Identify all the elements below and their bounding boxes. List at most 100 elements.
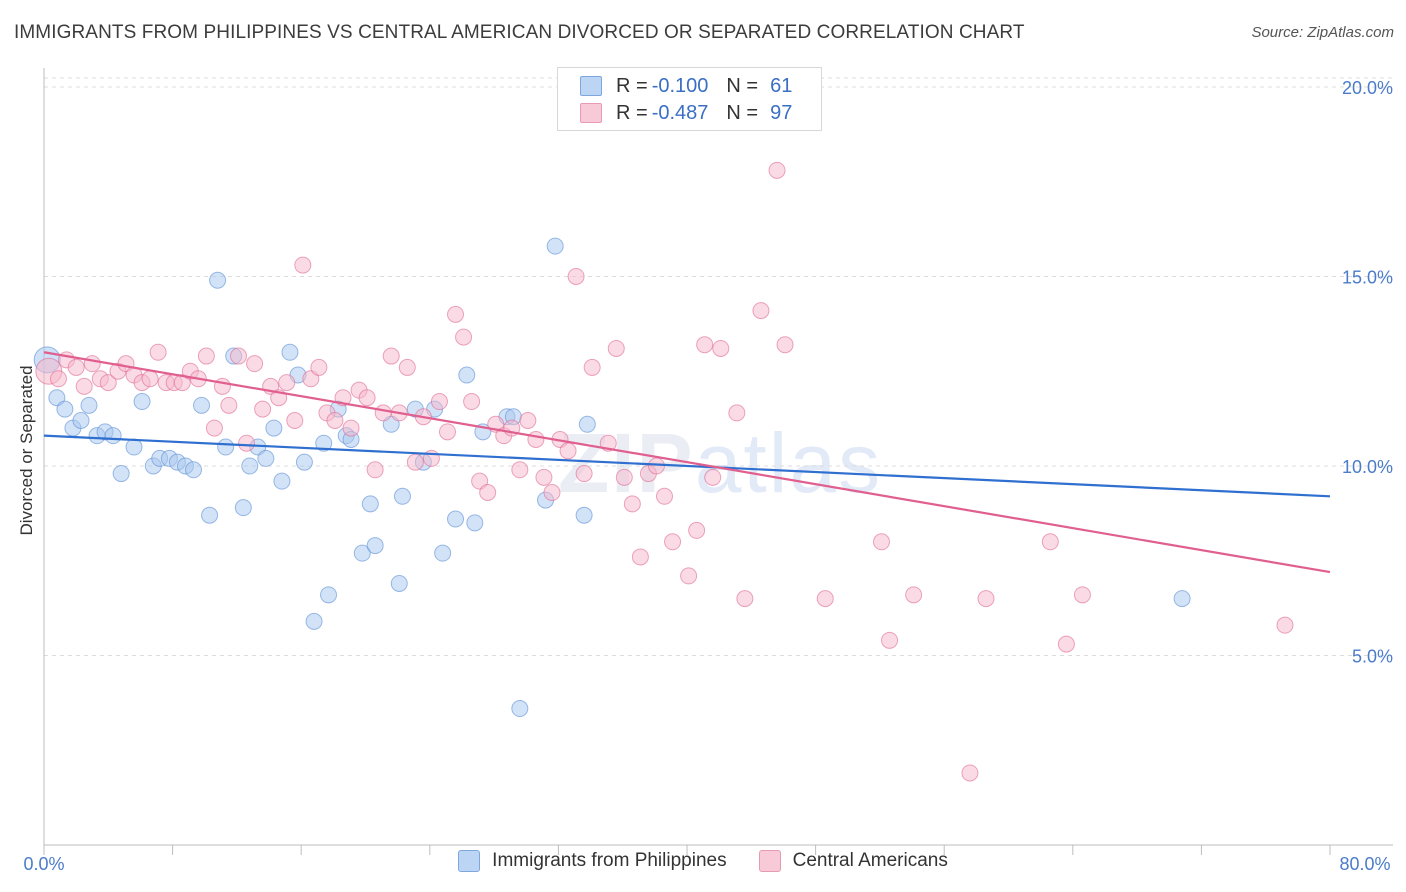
central-american-point xyxy=(358,389,376,407)
x-tick-label: 80.0% xyxy=(1339,854,1390,874)
central-american-point xyxy=(511,461,529,479)
philippines-point xyxy=(466,514,484,532)
central-american-point xyxy=(366,461,384,479)
series-legend-philippines: Immigrants from Philippines xyxy=(458,850,727,872)
legend-r-label: R = xyxy=(616,101,648,124)
central-american-point xyxy=(527,430,545,448)
central-american-point xyxy=(559,442,577,460)
philippines-point xyxy=(361,495,379,513)
central-american-point xyxy=(149,343,167,361)
central-american-point xyxy=(1057,635,1075,653)
philippines-point xyxy=(281,343,299,361)
central-american-point xyxy=(752,302,770,320)
central-american-point xyxy=(881,631,899,649)
central-american-point xyxy=(728,404,746,422)
y-axis-label: Divorced or Separated xyxy=(17,365,36,535)
philippines-point xyxy=(80,396,98,414)
legend-r-label: R = xyxy=(616,74,648,97)
central-american-point xyxy=(205,419,223,437)
chart-title: IMMIGRANTS FROM PHILIPPINES VS CENTRAL A… xyxy=(14,22,1025,43)
central-american-point xyxy=(816,590,834,608)
legend-n-value: 97 xyxy=(770,101,793,124)
philippines-point xyxy=(393,487,411,505)
central-american-point xyxy=(905,586,923,604)
central-american-point xyxy=(67,358,85,376)
legend-r-value: -0.487 xyxy=(651,101,709,124)
philippines-point xyxy=(125,438,143,456)
central-american-point xyxy=(688,521,706,539)
central-american-point xyxy=(1073,586,1091,604)
central-american-point xyxy=(736,590,754,608)
central-american-point xyxy=(455,328,473,346)
series-legend-central-americans: Central Americans xyxy=(758,850,948,872)
legend-row-central-americans: R = -0.487 N = 97 xyxy=(580,99,792,127)
central-american-point xyxy=(246,355,264,373)
philippines-point xyxy=(234,499,252,517)
central-american-point xyxy=(197,347,215,365)
philippines-point xyxy=(201,506,219,524)
philippines-point xyxy=(56,400,74,418)
central-american-point xyxy=(655,487,673,505)
philippines-point xyxy=(273,472,291,490)
philippines-point xyxy=(315,434,333,452)
philippines-point xyxy=(133,393,151,411)
philippines-point xyxy=(366,537,384,555)
central-american-point xyxy=(254,400,272,418)
central-american-point xyxy=(680,567,698,585)
stats-legend: R = -0.100 N = 61 R = -0.487 N = 97 xyxy=(557,67,822,131)
central-american-point xyxy=(49,370,67,388)
central-american-point xyxy=(704,468,722,486)
central-american-point xyxy=(543,484,561,502)
legend-row-philippines: R = -0.100 N = 61 xyxy=(580,72,792,100)
philippines-point xyxy=(458,366,476,384)
central-american-point xyxy=(712,339,730,357)
series-swatch-philippines xyxy=(458,850,481,872)
central-american-point xyxy=(776,336,794,354)
y-tick-label: 5.0% xyxy=(1352,646,1393,666)
philippines-point xyxy=(320,586,338,604)
central-american-point xyxy=(647,457,665,475)
central-american-point xyxy=(83,355,101,373)
central-american-point xyxy=(382,347,400,365)
central-american-point xyxy=(447,305,465,323)
central-american-point xyxy=(1276,616,1294,634)
central-american-point xyxy=(438,423,456,441)
central-american-point xyxy=(406,453,424,471)
central-american-point xyxy=(238,434,256,452)
central-american-point xyxy=(567,267,585,285)
philippines-point xyxy=(193,396,211,414)
legend-r-value: -0.100 xyxy=(651,74,709,97)
central-american-point xyxy=(398,358,416,376)
central-american-point xyxy=(278,374,296,392)
central-american-point xyxy=(977,590,995,608)
x-tick-label: 0.0% xyxy=(23,854,64,874)
central-american-point xyxy=(294,256,312,274)
central-american-point xyxy=(230,347,248,365)
central-american-trend-line xyxy=(43,351,1331,574)
central-american-point xyxy=(342,419,360,437)
central-american-point xyxy=(607,339,625,357)
philippines-point xyxy=(353,544,371,562)
philippines-point xyxy=(265,419,283,437)
central-american-point xyxy=(430,393,448,411)
philippines-point xyxy=(434,544,452,562)
central-american-point xyxy=(631,548,649,566)
philippines-point xyxy=(112,465,130,483)
central-american-point xyxy=(696,336,714,354)
philippines-point xyxy=(1173,590,1191,608)
central-american-point xyxy=(1041,533,1059,551)
central-american-point xyxy=(519,411,537,429)
y-tick-label: 20.0% xyxy=(1342,78,1393,98)
central-american-point xyxy=(479,484,497,502)
philippines-point xyxy=(217,438,235,456)
central-american-point xyxy=(374,404,392,422)
legend-swatch-central-americans xyxy=(580,103,602,123)
philippines-point xyxy=(295,453,313,471)
central-american-point xyxy=(623,495,641,513)
central-american-point xyxy=(535,468,553,486)
central-american-point xyxy=(310,358,328,376)
series-label-philippines: Immigrants from Philippines xyxy=(492,850,727,871)
central-american-point xyxy=(961,764,979,782)
central-american-point xyxy=(99,374,117,392)
philippines-trend-line xyxy=(43,434,1331,498)
